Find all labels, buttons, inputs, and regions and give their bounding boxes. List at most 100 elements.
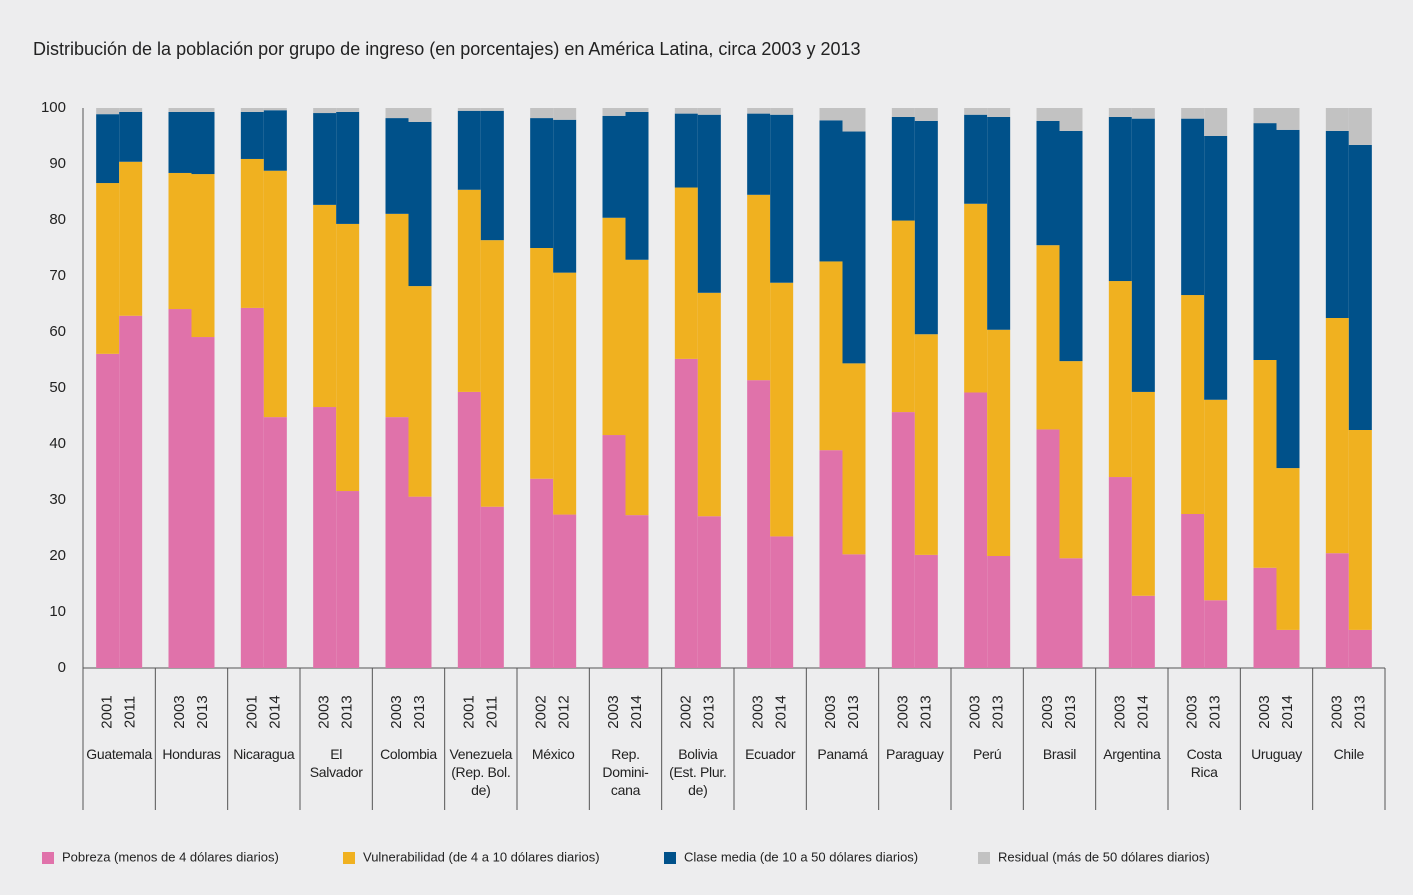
bar-segment [553,272,577,515]
x-tick-label: 2014 [628,695,645,728]
bar-segment [697,292,721,517]
bar-segment [1036,429,1060,668]
bar-segment [480,108,504,111]
x-tick-label: 2014 [1279,695,1296,728]
bar-segment [674,108,698,114]
x-tick-label: 2003 [1184,695,1201,728]
bar-segment [602,115,626,218]
x-tick-label: 2003 [750,695,767,728]
bar-segment [964,114,988,204]
bar-segment [553,108,577,120]
x-tick-label: 2013 [845,695,862,728]
bar-segment [674,113,698,188]
bar-segment [1253,123,1277,361]
bar-segment [480,110,504,241]
bar-segment [1276,108,1300,130]
bar-segment [747,194,771,381]
bar-segment [1131,391,1155,596]
y-tick-label: 0 [58,659,66,676]
x-tick-label: 2003 [1039,695,1056,728]
bar-segment [240,158,264,308]
group-label: Uruguay [1251,746,1302,762]
bar-segment [674,358,698,668]
x-tick-label: 2003 [1111,695,1128,728]
bar-segment [168,111,192,173]
bar-segment [987,556,1011,668]
x-tick-label: 2013 [1062,695,1079,728]
bar-segment [457,189,481,392]
bar-segment [408,286,432,497]
bar-segment [1181,118,1205,296]
bar-segment [313,204,337,408]
bar-segment [191,111,215,175]
bar-segment [263,170,287,418]
bar-segment [1181,514,1205,668]
x-tick-label: 2003 [822,695,839,728]
legend-label: Residual (más de 50 dólares diarios) [998,849,1210,864]
bar-segment [770,114,794,283]
bar-segment [191,108,215,112]
x-tick-label: 2003 [388,695,405,728]
bar-segment [1204,399,1228,601]
bar-segment [1276,629,1300,668]
bar-segment [96,353,120,668]
y-tick-label: 70 [49,267,66,284]
x-tick-label: 2003 [894,695,911,728]
y-tick-label: 100 [41,99,66,116]
bar-segment [1108,108,1132,117]
bar-segment [625,515,649,668]
bar-segment [914,334,938,555]
x-tick-label: 2003 [967,695,984,728]
bar-segment [96,183,120,354]
bar-segment [1348,430,1372,630]
bar-segment [1276,129,1300,469]
bar-segment [891,108,915,117]
bar-segment [1131,118,1155,392]
y-tick-label: 10 [49,603,66,620]
group-label: Guatemala [86,746,153,762]
x-tick-label: 2013 [700,695,717,728]
bar-segment [1325,130,1349,318]
bar-segment [1348,108,1372,145]
y-tick-label: 30 [49,491,66,508]
bar-segment [1348,144,1372,430]
bar-segment [747,113,771,195]
x-tick-label: 2013 [1351,695,1368,728]
bar-segment [1036,120,1060,246]
bar-segment [842,363,866,555]
bar-segment [1181,295,1205,514]
y-tick-label: 60 [49,323,66,340]
group-label: Bolivia (Est. Plur. de) [669,746,727,798]
bar-segment [480,240,504,507]
group-label: Costa Rica [1186,746,1222,780]
y-tick-label: 50 [49,379,66,396]
bar-segment [530,478,554,668]
group-label: Argentina [1103,746,1161,762]
bar-segment [697,108,721,115]
bar-segment [1036,108,1060,121]
bar-segment [385,118,409,214]
bar-segment [1253,360,1277,568]
bar-segment [553,514,577,668]
bar-segment [1059,558,1083,668]
x-tick-label: 2003 [1256,695,1273,728]
bar-segment [602,108,626,116]
x-tick-label: 2003 [171,695,188,728]
x-tick-label: 2011 [122,696,139,728]
bar-segment [1108,477,1132,668]
bar-segment [819,450,843,668]
bar-segment [385,213,409,418]
bar-segment [313,113,337,205]
bar-segment [336,223,360,492]
bar-segment [625,259,649,516]
bar-segment [385,108,409,119]
bar-segment [770,282,794,537]
bar-segment [530,248,554,479]
bar-segment [530,118,554,248]
bar-segment [891,412,915,668]
bar-segment [1108,116,1132,282]
bar-segment [964,392,988,668]
bar-segment [1059,108,1083,131]
bar-segment [191,337,215,668]
